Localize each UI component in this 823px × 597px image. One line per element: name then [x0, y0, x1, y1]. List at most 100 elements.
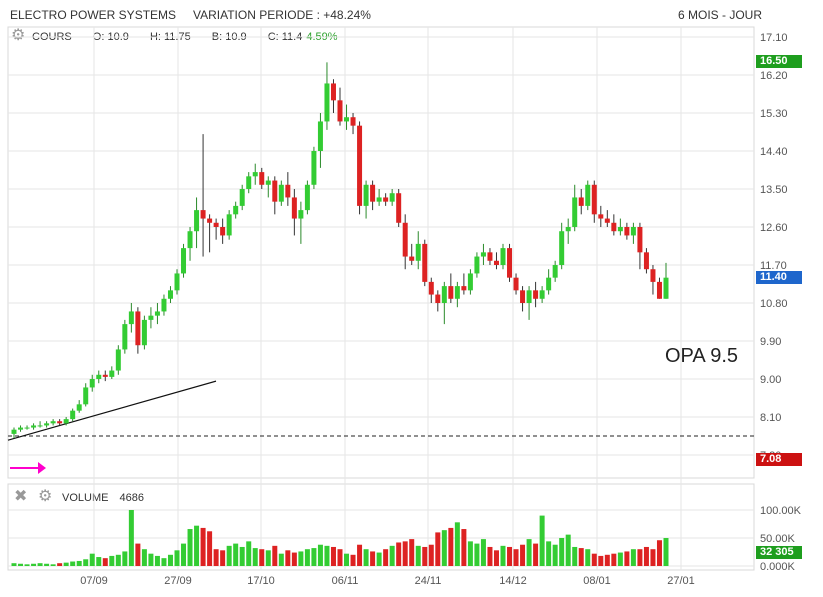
candle-body: [663, 277, 669, 299]
volume-bar: [298, 551, 304, 566]
candle-body: [115, 349, 121, 371]
volume-bar: [363, 549, 369, 566]
gear-icon[interactable]: ⚙: [11, 27, 26, 44]
candle-body: [591, 184, 597, 215]
volume-bar: [383, 549, 389, 566]
candle-body: [57, 421, 63, 424]
volume-bar: [187, 529, 193, 566]
volume-tick-label: 100.00K: [760, 505, 802, 517]
candle-body: [102, 374, 108, 377]
candle-body: [507, 248, 513, 278]
y-tick-label: 13.50: [760, 184, 788, 196]
volume-tag: 32 305: [756, 545, 802, 559]
candle-body: [44, 423, 50, 426]
volume-bar: [200, 527, 206, 566]
volume-bar: [604, 554, 610, 566]
candle-body: [461, 286, 467, 291]
volume-bar: [18, 563, 24, 566]
volume-bar: [480, 539, 486, 566]
volume-bar: [585, 549, 591, 566]
candle-body: [409, 256, 415, 261]
candle-body: [226, 214, 232, 236]
candle-body: [357, 125, 363, 206]
volume-bar: [278, 553, 284, 566]
volume-bar: [239, 546, 245, 566]
volume-bar: [226, 545, 232, 566]
candle-body: [650, 269, 656, 282]
volume-bar: [291, 552, 297, 566]
candle-body: [259, 172, 265, 185]
volume-bar: [637, 549, 643, 566]
candle-body: [402, 222, 408, 257]
candle-body: [37, 425, 43, 427]
candle-body: [70, 410, 76, 420]
candle-body: [337, 100, 343, 122]
volume-bar: [546, 541, 552, 566]
candle-body: [148, 315, 154, 320]
candle-body: [122, 324, 128, 350]
trend-line: [7, 380, 217, 441]
volume-bar: [31, 563, 37, 566]
volume-bar: [565, 534, 571, 566]
candle-body: [207, 218, 213, 223]
volume-bar: [559, 538, 565, 566]
volume-bar: [272, 545, 278, 566]
candle-body: [422, 243, 428, 282]
volume-bar: [520, 544, 526, 566]
price-tag: 16.50: [756, 55, 802, 69]
close-icon[interactable]: ✖: [14, 488, 28, 505]
candle-body: [200, 210, 206, 219]
candle-body: [630, 227, 636, 236]
volume-bar: [415, 545, 421, 566]
x-tick-label: 14/12: [499, 575, 527, 587]
volume-bar: [344, 553, 350, 566]
x-tick-label: 17/10: [247, 575, 275, 587]
x-tick-label: 27/09: [164, 575, 192, 587]
volume-bar: [650, 549, 656, 566]
volume-bar: [461, 529, 467, 566]
volume-bar: [500, 545, 506, 566]
y-tick-label: 9.90: [760, 336, 781, 348]
period-selector[interactable]: 6 MOIS - JOUR: [678, 8, 763, 22]
volume-bar: [141, 549, 147, 566]
volume-bar: [422, 546, 428, 566]
candle-body: [454, 286, 460, 299]
volume-bar: [174, 550, 180, 566]
candle-body: [526, 290, 532, 303]
volume-bar: [89, 553, 95, 566]
x-tick-label: 27/01: [667, 575, 695, 587]
volume-bar: [259, 549, 265, 566]
volume-bar: [161, 558, 167, 566]
x-tick-label: 24/11: [415, 575, 442, 587]
volume-bar: [83, 559, 89, 566]
candle-body: [500, 248, 506, 265]
volume-bar: [396, 542, 402, 566]
y-tick-label: 10.80: [760, 298, 788, 310]
price-panel-frame: [7, 26, 755, 479]
y-tick-label: 11.70: [760, 260, 787, 272]
candle-body: [174, 273, 180, 291]
candle-body: [272, 180, 278, 202]
volume-bar: [304, 549, 310, 566]
volume-bar: [252, 548, 258, 566]
price-tag: 7.08: [756, 453, 802, 467]
candle-body: [89, 379, 95, 388]
candle-body: [611, 222, 617, 232]
volume-bar: [350, 554, 356, 566]
price-tag: 11.40: [756, 270, 802, 284]
volume-bar: [11, 563, 17, 566]
candle-body: [363, 184, 369, 206]
x-tick-label: 06/11: [332, 575, 359, 587]
gear-icon[interactable]: ⚙: [38, 488, 53, 505]
volume-bar: [572, 546, 578, 566]
candle-body: [396, 193, 402, 223]
volume-bar: [115, 554, 121, 566]
volume-bar: [181, 543, 187, 566]
volume-bar: [213, 549, 219, 566]
volume-bar: [663, 538, 669, 566]
period-variation: VARIATION PERIODE : +48.24%: [193, 8, 371, 22]
candle-body: [539, 290, 545, 299]
candle-body: [344, 117, 350, 122]
volume-bar: [611, 553, 617, 566]
